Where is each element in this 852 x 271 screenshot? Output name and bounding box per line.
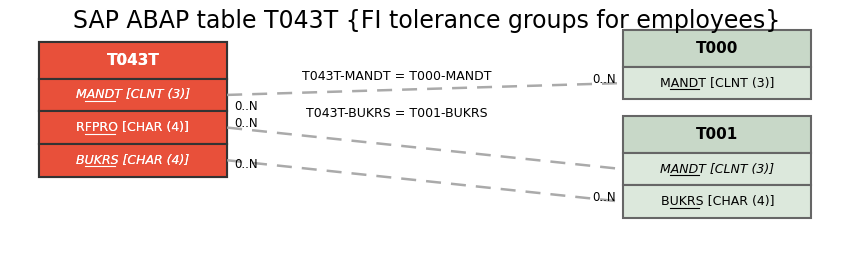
Text: 0..N: 0..N [234, 117, 258, 130]
Text: 0..N: 0..N [591, 73, 615, 86]
Text: BUKRS [CHAR (4)]: BUKRS [CHAR (4)] [659, 195, 773, 208]
FancyBboxPatch shape [38, 144, 227, 177]
Text: MANDT [CLNT (3)]: MANDT [CLNT (3)] [659, 163, 774, 176]
Text: 0..N: 0..N [234, 100, 258, 113]
Text: SAP ABAP table T043T {FI tolerance groups for employees}: SAP ABAP table T043T {FI tolerance group… [72, 9, 780, 33]
Text: BUKRS [CHAR (4)]: BUKRS [CHAR (4)] [76, 154, 189, 167]
FancyBboxPatch shape [38, 111, 227, 144]
FancyBboxPatch shape [38, 79, 227, 111]
FancyBboxPatch shape [38, 144, 227, 177]
FancyBboxPatch shape [38, 79, 227, 111]
FancyBboxPatch shape [622, 185, 810, 218]
Text: 0..N: 0..N [591, 191, 615, 204]
Text: T043T: T043T [106, 53, 159, 68]
FancyBboxPatch shape [622, 67, 810, 99]
Text: MANDT [CLNT (3)]: MANDT [CLNT (3)] [76, 88, 190, 101]
FancyBboxPatch shape [622, 116, 810, 153]
Text: T043T-MANDT = T000-MANDT: T043T-MANDT = T000-MANDT [302, 70, 491, 83]
Text: MANDT [CLNT (3)]: MANDT [CLNT (3)] [659, 76, 774, 89]
Text: T001: T001 [695, 127, 738, 142]
Text: RFPRO [CHAR (4)]: RFPRO [CHAR (4)] [77, 121, 189, 134]
FancyBboxPatch shape [38, 42, 227, 79]
Text: RFPRO [CHAR (4)]: RFPRO [CHAR (4)] [77, 121, 189, 134]
Text: T043T-BUKRS = T001-BUKRS: T043T-BUKRS = T001-BUKRS [306, 107, 487, 120]
Text: T000: T000 [695, 41, 738, 56]
Text: 0..N: 0..N [234, 158, 258, 171]
FancyBboxPatch shape [622, 153, 810, 185]
Text: MANDT [CLNT (3)]: MANDT [CLNT (3)] [76, 88, 190, 101]
FancyBboxPatch shape [622, 30, 810, 67]
Text: BUKRS [CHAR (4)]: BUKRS [CHAR (4)] [76, 154, 189, 167]
FancyBboxPatch shape [38, 42, 227, 79]
Text: T043T: T043T [106, 53, 159, 68]
FancyBboxPatch shape [38, 111, 227, 144]
